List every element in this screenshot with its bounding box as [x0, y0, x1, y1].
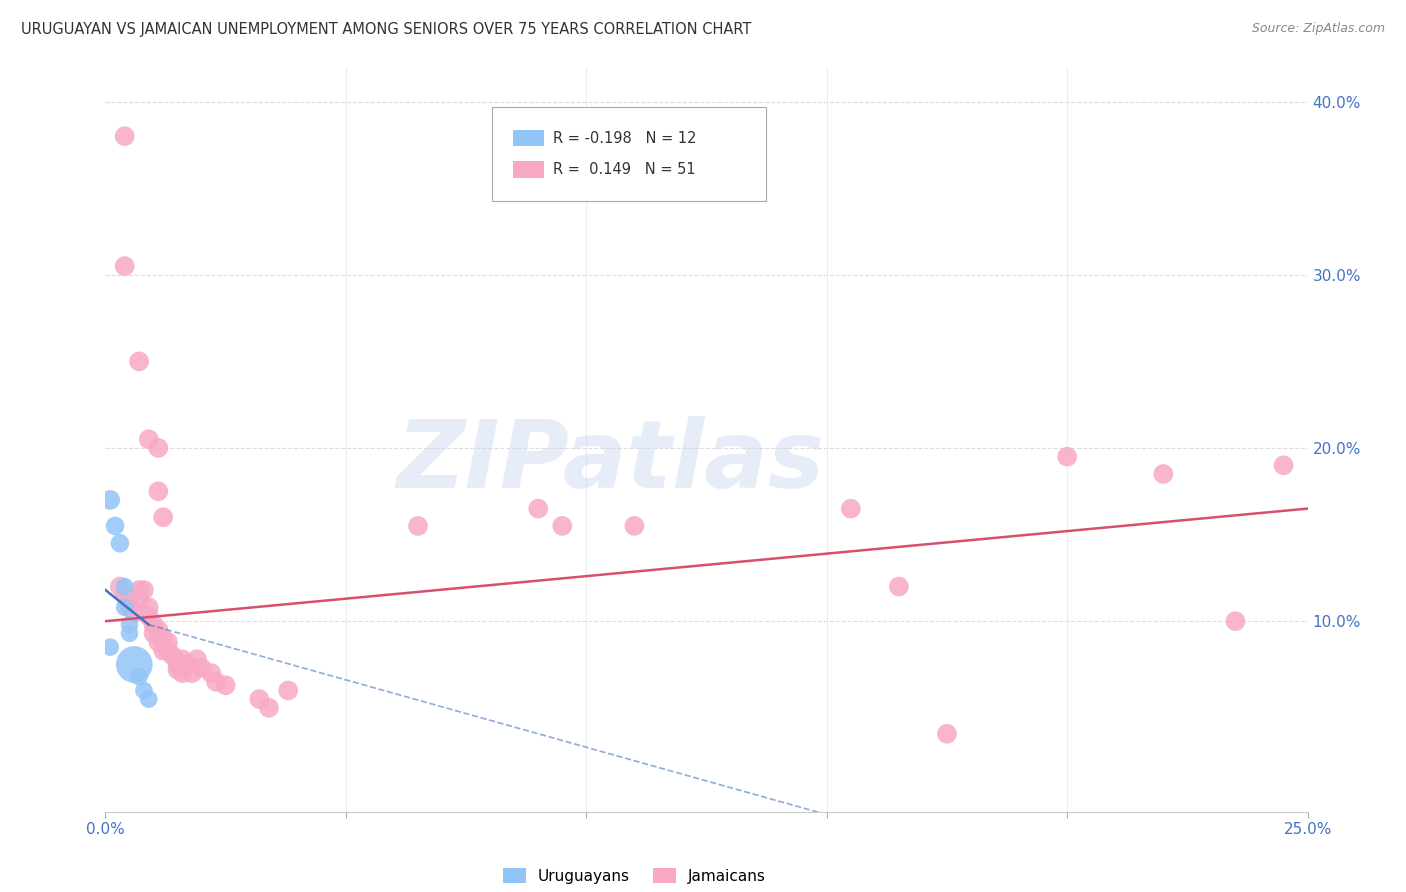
Point — [118, 617, 141, 632]
Point — [1152, 467, 1174, 481]
Point — [247, 692, 270, 706]
Point — [128, 354, 150, 368]
Point — [132, 683, 155, 698]
Point — [128, 593, 150, 607]
Text: R =  0.149   N = 51: R = 0.149 N = 51 — [553, 162, 695, 177]
Point — [118, 600, 141, 615]
Point — [142, 626, 165, 640]
Point — [114, 580, 136, 594]
Point — [124, 657, 146, 672]
Text: URUGUAYAN VS JAMAICAN UNEMPLOYMENT AMONG SENIORS OVER 75 YEARS CORRELATION CHART: URUGUAYAN VS JAMAICAN UNEMPLOYMENT AMONG… — [21, 22, 751, 37]
Point — [527, 501, 550, 516]
Point — [257, 700, 280, 714]
Point — [156, 643, 179, 657]
Point — [148, 441, 170, 455]
Point — [138, 609, 160, 624]
Text: R = -0.198   N = 12: R = -0.198 N = 12 — [553, 131, 696, 145]
Point — [114, 588, 136, 602]
Point — [936, 727, 959, 741]
Point — [623, 519, 645, 533]
Point — [114, 129, 136, 144]
Point — [108, 536, 131, 550]
Point — [166, 657, 188, 672]
Point — [214, 678, 236, 692]
Point — [138, 600, 160, 615]
Point — [172, 666, 194, 681]
Point — [148, 484, 170, 499]
Point — [186, 652, 208, 666]
Point — [148, 635, 170, 649]
Point — [118, 591, 141, 606]
Legend: Uruguayans, Jamaicans: Uruguayans, Jamaicans — [496, 862, 772, 889]
Point — [156, 635, 179, 649]
Point — [124, 606, 146, 620]
Point — [114, 259, 136, 273]
Point — [98, 640, 121, 655]
Point — [190, 661, 212, 675]
Point — [148, 623, 170, 637]
Point — [142, 617, 165, 632]
Point — [277, 683, 299, 698]
Point — [1056, 450, 1078, 464]
Point — [98, 492, 121, 507]
Point — [138, 692, 160, 706]
Point — [138, 433, 160, 447]
Point — [162, 648, 184, 663]
Point — [108, 580, 131, 594]
Point — [104, 519, 127, 533]
Text: ZIPatlas: ZIPatlas — [396, 416, 824, 508]
Point — [887, 580, 910, 594]
Point — [181, 666, 204, 681]
Point — [152, 510, 174, 524]
Point — [166, 663, 188, 677]
Point — [551, 519, 574, 533]
Point — [1225, 614, 1247, 628]
Point — [176, 657, 198, 672]
Point — [152, 643, 174, 657]
Point — [839, 501, 862, 516]
Point — [406, 519, 429, 533]
Point — [132, 582, 155, 597]
Point — [128, 582, 150, 597]
Point — [128, 670, 150, 684]
Point — [200, 666, 222, 681]
Point — [152, 632, 174, 646]
Point — [1272, 458, 1295, 473]
Point — [172, 652, 194, 666]
Point — [205, 674, 228, 689]
Point — [118, 626, 141, 640]
Point — [114, 600, 136, 615]
Text: Source: ZipAtlas.com: Source: ZipAtlas.com — [1251, 22, 1385, 36]
